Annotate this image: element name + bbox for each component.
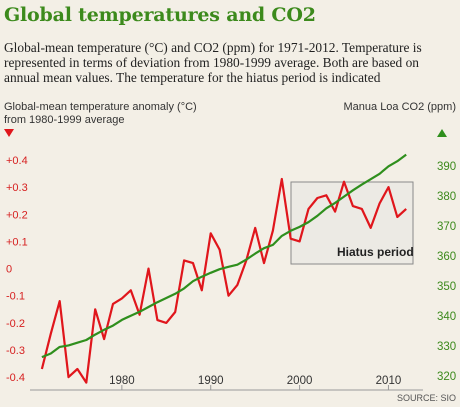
source-credit: SOURCE: SIO xyxy=(397,393,456,403)
chart-subtitle: Global-mean temperature (°C) and CO2 (pp… xyxy=(4,40,422,85)
x-tick-label-2: 2000 xyxy=(287,375,313,387)
x-tick-label-1: 1990 xyxy=(198,375,224,387)
left-axis-label-line1: Global-mean temperature anomaly (°C) xyxy=(4,101,197,113)
right-tick-label-0: 390 xyxy=(437,161,456,173)
co2-series-line xyxy=(41,153,407,359)
left-tick-label-1: +0.3 xyxy=(6,182,28,194)
right-tick-label-6: 330 xyxy=(437,341,456,353)
chart-title: Global temperatures and CO2 xyxy=(4,4,316,26)
right-tick-label-5: 340 xyxy=(437,311,456,323)
left-tick-label-6: -0.2 xyxy=(6,318,25,330)
left-tick-label-3: +0.1 xyxy=(6,236,28,248)
hiatus-label: Hiatus period xyxy=(337,245,414,259)
temperature-series-line xyxy=(40,177,407,384)
right-tick-label-7: 320 xyxy=(437,371,456,383)
right-axis-ticks: 390 380 370 360 350 340 330 320 xyxy=(437,161,456,383)
left-tick-label-2: +0.2 xyxy=(6,209,28,221)
x-tick-label-3: 2010 xyxy=(376,375,402,387)
left-axis-label-line2: from 1980-1999 average xyxy=(4,114,124,126)
x-tick-label-0: 1980 xyxy=(109,375,135,387)
left-tick-label-8: -0.4 xyxy=(6,372,25,384)
left-axis-marker-icon xyxy=(4,129,14,137)
left-tick-label-4: 0 xyxy=(6,264,12,276)
series-lines xyxy=(40,153,407,384)
left-tick-label-0: +0.4 xyxy=(6,155,28,167)
right-tick-label-3: 360 xyxy=(437,251,456,263)
left-tick-label-7: -0.3 xyxy=(6,345,25,357)
right-tick-label-1: 380 xyxy=(437,191,456,203)
left-tick-label-5: -0.1 xyxy=(6,291,25,303)
right-axis-label: Manua Loa CO2 (ppm) xyxy=(344,101,457,113)
hiatus-box xyxy=(290,181,414,265)
right-tick-label-2: 370 xyxy=(437,221,456,233)
right-axis-marker-icon xyxy=(437,129,447,137)
right-tick-label-4: 350 xyxy=(437,281,456,293)
x-axis-ticks: 1980 1990 2000 2010 xyxy=(109,375,401,390)
left-axis-ticks: +0.4 +0.3 +0.2 +0.1 0 -0.1 -0.2 -0.3 -0.4 xyxy=(6,155,28,384)
